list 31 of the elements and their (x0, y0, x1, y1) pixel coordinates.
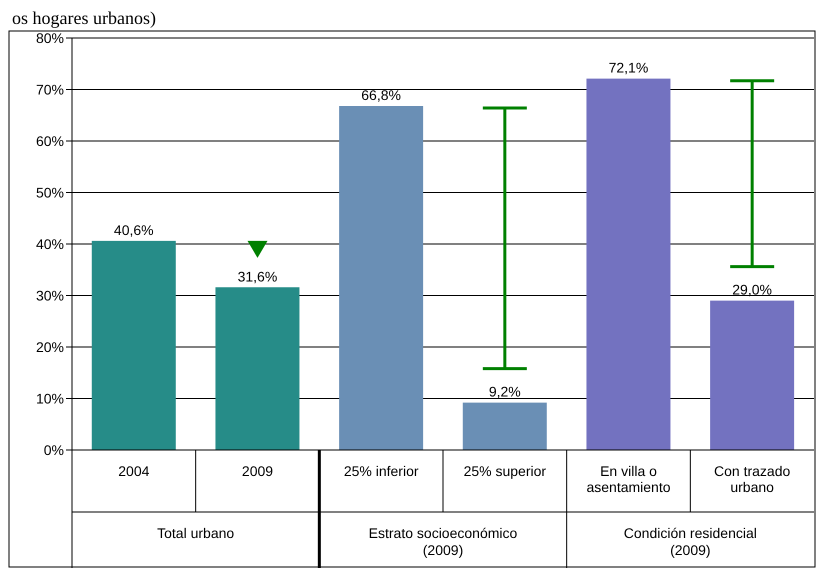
data-label: 40,6% (114, 222, 154, 238)
data-label: 9,2% (488, 384, 521, 400)
y-tick-label: 20% (36, 338, 64, 355)
data-label: 31,6% (238, 268, 278, 284)
y-tick-label: 70% (36, 81, 64, 98)
y-tick-label: 0% (44, 442, 64, 458)
x-tick-label: 25% superior (464, 463, 546, 479)
bar (92, 240, 176, 450)
y-tick-label: 60% (36, 132, 64, 149)
bar (339, 106, 424, 450)
bar (710, 300, 794, 450)
data-label: 72,1% (608, 60, 648, 76)
y-tick-label: 40% (36, 236, 64, 252)
y-tick-label: 30% (36, 287, 64, 304)
bar (462, 402, 547, 450)
x-tick-label: 25% inferior (344, 463, 419, 479)
data-label: 66,8% (361, 86, 401, 103)
y-tick-label: 10% (36, 390, 64, 406)
text: Estrato socioeconómico (2009) (368, 525, 518, 558)
bar (215, 287, 300, 450)
x-tick-label: Con trazado urbano (714, 463, 791, 495)
data-label: 29,0% (732, 282, 772, 298)
bar (586, 78, 670, 450)
x-tick-label: 2009 (242, 463, 274, 479)
text: Condición residencial (2009) (624, 525, 757, 558)
text: Total urbano (157, 525, 234, 541)
y-tick-label: 80% (36, 30, 64, 46)
x-tick-label: 2004 (118, 463, 150, 479)
y-tick-label: 50% (36, 184, 64, 200)
chart-title: os hogares urbanos) (12, 8, 157, 28)
x-tick-label: En villa o asentamiento (586, 463, 671, 495)
